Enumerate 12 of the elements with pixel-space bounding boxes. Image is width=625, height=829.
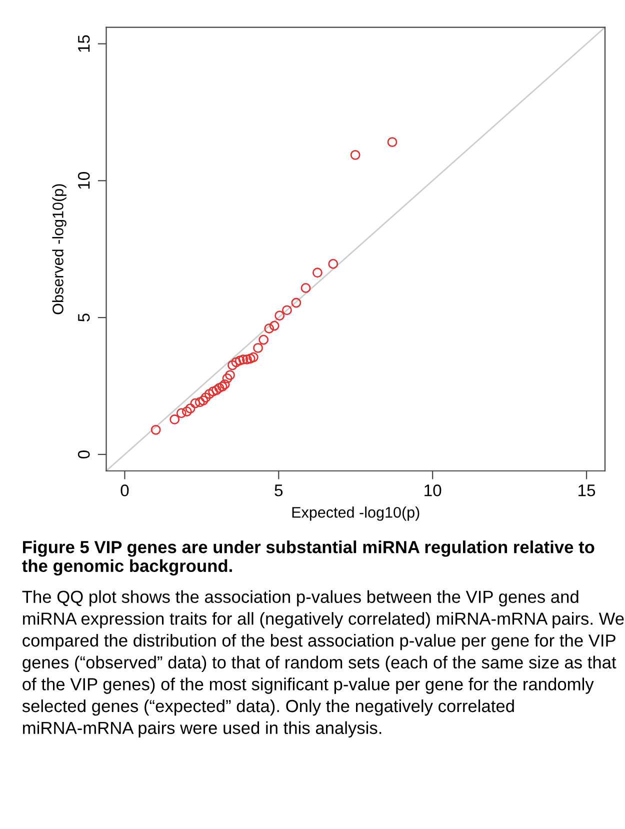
x-axis-title: Expected -log10(p) <box>292 506 420 521</box>
x-tick-label: 5 <box>274 484 283 496</box>
y-tick-label: 15 <box>78 35 90 52</box>
y-tick-label: 10 <box>78 172 90 189</box>
y-tick-label: 0 <box>78 450 90 458</box>
x-tick-label: 0 <box>120 484 129 496</box>
x-tick-label: 10 <box>424 484 442 496</box>
y-tick-label: 5 <box>78 314 90 322</box>
y-axis-title: Observed -log10(p) <box>52 184 66 314</box>
text: Figure 5 VIP genes are under substantial miRNA regulation relative to the genomic background. <box>22 540 594 576</box>
x-tick-label: 15 <box>578 484 596 496</box>
text: The QQ plot shows the association p-values between the VIP genes and miRNA expression traits for all (negatively correlated) miRNA-mRNA pairs. We compared the distribution of the best association p-value per gene for the VIP genes (“observed” data) to that of random sets (each of the same size as that of the VIP genes) of the most significant p-value per gene for the randomly selected genes (“expected” data). Only the negatively correlated miRNA-mRNA pairs were used in this analysis. <box>22 590 624 738</box>
